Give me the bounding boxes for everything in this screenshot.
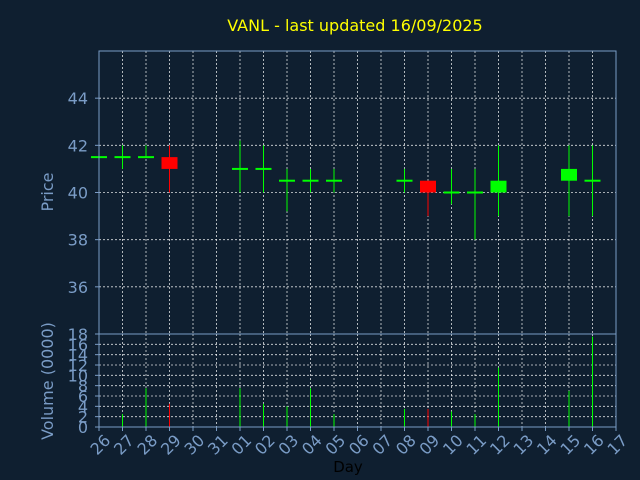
volume-axis-label: Volume (0000)	[38, 322, 57, 440]
price-tick-label: 36	[68, 278, 88, 297]
volume-tick-label: 4	[78, 397, 88, 416]
x-axis-label: Day	[333, 458, 363, 476]
x-tick-labels: 2627282930310102030405060708091011121314…	[86, 427, 631, 459]
price-tick-label: 44	[68, 89, 88, 108]
candle-11	[467, 168, 483, 240]
candle-16	[584, 145, 601, 217]
candle-body	[161, 157, 178, 169]
price-tick-label: 38	[68, 231, 88, 250]
price-tick-label: 42	[68, 136, 88, 155]
candle-08	[396, 168, 413, 193]
volume-tick-label: 6	[78, 387, 88, 406]
volume-tick-label: 14	[68, 346, 88, 365]
price-axis-label: Price	[38, 172, 57, 211]
volume-tick-label: 8	[78, 377, 88, 396]
candles	[91, 140, 601, 240]
volume-tick-label: 12	[68, 356, 88, 375]
volume-tick-label: 10	[68, 366, 88, 385]
candle-28	[138, 145, 154, 159]
candle-body	[561, 168, 577, 181]
volume-tick-label: 18	[68, 325, 88, 344]
chart-title: VANL - last updated 16/09/2025	[227, 16, 482, 35]
price-tick-label: 40	[68, 184, 88, 203]
volume-tick-label: 2	[78, 408, 88, 427]
volume-plot-frame	[98, 333, 617, 428]
candle-12	[490, 145, 507, 217]
candle-05	[326, 168, 342, 193]
candle-03	[279, 168, 295, 212]
candle-29	[161, 145, 178, 193]
volume-tick-label: 0	[78, 418, 88, 437]
candle-10	[443, 168, 460, 205]
candle-27	[114, 145, 131, 169]
candle-02	[255, 145, 272, 193]
candle-09	[420, 180, 436, 217]
x-tick-label: 17	[603, 431, 631, 459]
candle-01	[232, 140, 248, 193]
volume-tick-label: 16	[68, 335, 88, 354]
candle-04	[302, 168, 319, 193]
volume-grid	[99, 334, 616, 427]
candle-body	[420, 180, 436, 193]
price-grid	[99, 51, 616, 334]
candle-15	[561, 145, 577, 217]
price-tick-labels: 36 38 40 42 44	[68, 89, 99, 297]
candle-body	[490, 180, 507, 193]
volume-bars	[122, 336, 593, 427]
